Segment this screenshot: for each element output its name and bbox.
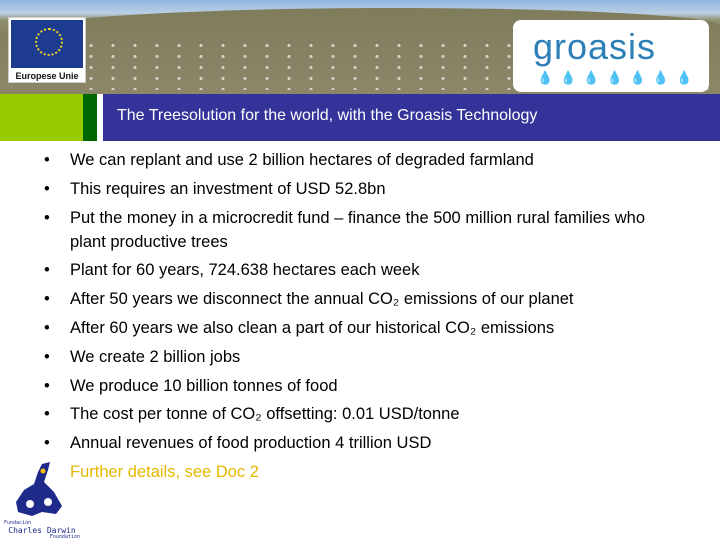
bullet-icon: •: [44, 151, 50, 169]
bullet-list: • We can replant and use 2 billion hectar…: [44, 148, 664, 489]
darwin-figures-icon: [16, 462, 62, 516]
eu-flag-icon: [11, 20, 83, 68]
bullet-text: Annual revenues of food production 4 tri…: [70, 434, 432, 453]
foundation-name: Fundación Charles Darwin Foundation: [4, 520, 80, 541]
eu-logo: Europese Unie: [8, 17, 86, 83]
water-drops-icon: 💧💧💧💧💧💧💧: [537, 70, 700, 85]
charles-darwin-foundation-logo: Fundación Charles Darwin Foundation: [4, 462, 80, 541]
bullet-text: After 60 years we also clean a part of o…: [70, 318, 555, 337]
bullet-text: Put the money in a microcredit fund – fi…: [70, 208, 646, 251]
bullet-icon: •: [44, 405, 50, 424]
further-details-link[interactable]: Further details, see Doc 2: [44, 460, 664, 484]
bullet-text: This requires an investment of USD 52.8b…: [70, 179, 386, 198]
list-item: • Plant for 60 years, 724.638 hectares ea…: [44, 258, 664, 282]
bullet-icon: •: [44, 376, 50, 395]
list-item: • This requires an investment of USD 52.8…: [44, 177, 664, 201]
groasis-wordmark: groasis: [533, 26, 657, 67]
bullet-icon: •: [44, 347, 50, 366]
header-banner-photo: Europese Unie groasis 💧💧💧💧💧💧💧: [0, 0, 720, 94]
bullet-icon: •: [44, 208, 50, 227]
bullet-text: We create 2 billion jobs: [70, 347, 241, 366]
logo-line1: Fundación: [4, 520, 32, 526]
eu-logo-label: Europese Unie: [15, 71, 79, 81]
logo-line3: Foundation: [49, 534, 80, 540]
list-item: • We produce 10 billion tonnes of food: [44, 374, 664, 398]
bullet-text: We can replant and use 2 billion hectare…: [70, 151, 534, 169]
bullet-text: After 50 years we disconnect the annual …: [70, 290, 574, 309]
list-item: • The cost per tonne of CO₂ offsetting: 0…: [44, 402, 664, 426]
bullet-icon: •: [44, 290, 50, 309]
logo-line2: Charles Darwin: [8, 526, 76, 535]
bullet-text: The cost per tonne of CO₂ offsetting: 0.…: [70, 405, 460, 424]
title-bar: The Treesolution for the world, with the…: [0, 94, 720, 141]
eu-stars-icon: [35, 28, 63, 56]
list-item: • Annual revenues of food production 4 tr…: [44, 431, 664, 455]
bullet-text: Plant for 60 years, 724.638 hectares eac…: [70, 261, 420, 280]
groasis-logo: groasis 💧💧💧💧💧💧💧: [513, 20, 709, 92]
bullet-icon: •: [44, 434, 50, 453]
title-background: [103, 94, 720, 141]
list-item: • We create 2 billion jobs: [44, 345, 664, 369]
further-details-text[interactable]: Further details, see Doc 2: [70, 462, 259, 481]
list-item: • After 60 years we also clean a part of …: [44, 316, 664, 340]
bullet-icon: •: [44, 179, 50, 198]
bullet-icon: •: [44, 318, 50, 337]
slide-title: The Treesolution for the world, with the…: [117, 107, 538, 124]
list-item: • After 50 years we disconnect the annual…: [44, 287, 664, 311]
green-accent: [83, 94, 97, 141]
bullet-icon: •: [44, 261, 50, 280]
lime-accent: [0, 94, 83, 141]
list-item: • Put the money in a microcredit fund – f…: [44, 206, 664, 254]
list-item: • We can replant and use 2 billion hectar…: [44, 148, 664, 172]
bullet-text: We produce 10 billion tonnes of food: [70, 376, 338, 395]
